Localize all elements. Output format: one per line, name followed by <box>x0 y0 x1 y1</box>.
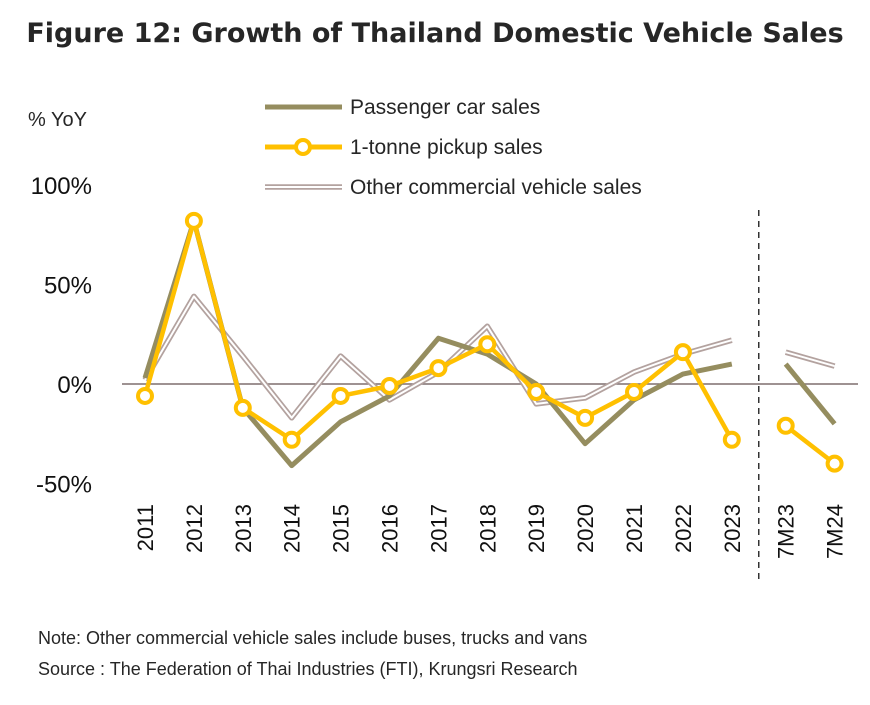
y-tick-label: 0% <box>57 372 92 399</box>
pickup-data-point <box>722 430 741 449</box>
x-tick-label: 2022 <box>671 504 696 553</box>
y-tick-label: 100% <box>31 173 92 200</box>
x-tick-label: 7M23 <box>774 504 799 559</box>
x-axis-ticks: 2011 2012 2013 2014 2015 2016 2017 2018 2019 2020… <box>133 504 848 559</box>
x-tick-label: 2018 <box>475 504 500 553</box>
x-tick-label: 2014 <box>280 504 305 553</box>
x-tick-label: 2015 <box>329 504 354 553</box>
pickup-data-point <box>282 430 301 449</box>
pickup-data-point <box>527 382 546 401</box>
pickup-data-point <box>380 376 399 395</box>
x-tick-label: 2019 <box>524 504 549 553</box>
series-line-other-inner <box>785 351 835 368</box>
x-tick-label: 7M24 <box>823 504 848 559</box>
x-tick-label: 2023 <box>720 504 745 553</box>
pickup-data-point <box>825 454 844 473</box>
x-tick-label: 2020 <box>573 504 598 553</box>
series-line-pickup <box>142 218 734 442</box>
series-line-other-inner <box>144 295 733 419</box>
y-axis-label: % YoY <box>28 109 87 131</box>
y-tick-label: 50% <box>44 273 92 300</box>
legend-label: Other commercial vehicle sales <box>350 176 642 199</box>
pickup-data-point <box>136 386 154 405</box>
pickup-data-point <box>478 335 497 354</box>
series-line-passenger <box>783 362 837 426</box>
legend-label: 1-tonne pickup sales <box>350 136 543 159</box>
x-tick-label: 2021 <box>622 504 647 553</box>
chart-note: Note: Other commercial vehicle sales inc… <box>38 628 588 648</box>
series-line-other-outer <box>142 293 733 421</box>
x-tick-label: 2011 <box>133 504 158 551</box>
pickup-data-point <box>673 343 692 362</box>
pickup-data-point <box>776 416 795 435</box>
legend: Passenger car sales 1-tonne pickup sales O… <box>265 96 642 199</box>
y-tick-label: -50% <box>36 472 92 499</box>
pickup-data-point <box>331 386 350 405</box>
pickup-data-point <box>184 211 203 230</box>
pickup-data-point <box>429 359 448 378</box>
chart-source: Source : The Federation of Thai Industri… <box>38 659 578 679</box>
pickup-data-point <box>233 398 252 417</box>
x-tick-label: 2012 <box>182 504 207 553</box>
legend-label: Passenger car sales <box>350 96 540 119</box>
y-axis-ticks: 100% 50% 0% -50% <box>31 173 92 499</box>
series-line-pickup <box>784 424 836 466</box>
pickup-data-point <box>576 408 595 427</box>
legend-marker <box>294 138 312 156</box>
chart-title: Figure 12: Growth of Thailand Domestic V… <box>26 18 844 49</box>
pickup-data-point <box>625 382 643 401</box>
x-tick-label: 2017 <box>426 504 451 553</box>
series-pickup <box>136 211 844 473</box>
x-tick-label: 2013 <box>231 504 256 553</box>
legend-item-pickup: 1-tonne pickup sales <box>265 136 543 159</box>
series-lines <box>122 210 858 580</box>
legend-item-other: Other commercial vehicle sales <box>265 176 642 199</box>
x-tick-label: 2016 <box>378 504 403 553</box>
legend-item-passenger: Passenger car sales <box>265 96 540 119</box>
